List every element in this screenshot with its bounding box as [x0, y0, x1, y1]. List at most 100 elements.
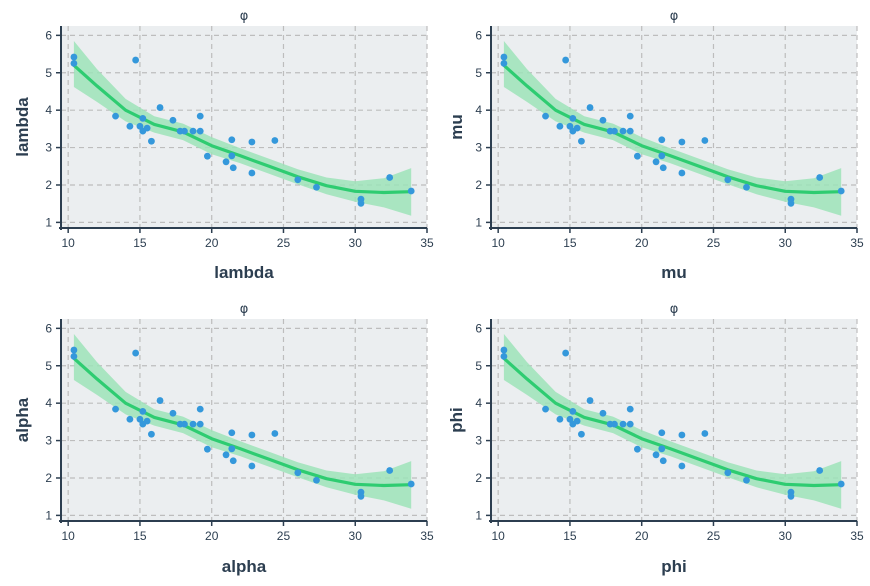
data-point — [569, 114, 577, 122]
data-point — [816, 174, 824, 181]
data-point — [70, 346, 78, 354]
y-tick-label: 5 — [475, 66, 482, 80]
data-point — [169, 116, 177, 124]
data-point — [626, 127, 634, 135]
data-point — [500, 53, 508, 61]
data-point — [248, 138, 256, 146]
data-point — [294, 176, 302, 184]
data-point — [678, 431, 686, 439]
y-axis-label: mu — [447, 114, 466, 140]
x-tick-label: 15 — [563, 236, 577, 250]
x-tick-label: 15 — [133, 529, 147, 543]
y-tick-label: 4 — [475, 103, 482, 117]
data-point — [386, 174, 394, 181]
confidence-band — [73, 41, 412, 216]
y-tick-label: 1 — [45, 215, 52, 229]
data-point — [112, 112, 119, 120]
x-tick-label: 10 — [61, 236, 75, 250]
x-tick-label: 25 — [707, 236, 721, 250]
data-point — [169, 409, 177, 417]
data-point — [132, 349, 140, 357]
data-point — [611, 127, 618, 135]
y-tick-label: 4 — [45, 396, 52, 410]
data-point — [228, 136, 236, 144]
data-point — [228, 152, 236, 160]
x-tick-label: 30 — [349, 236, 363, 250]
data-point — [573, 417, 581, 425]
data-point — [787, 199, 795, 207]
x-axis-label: alpha — [222, 557, 267, 576]
chart-title: φ — [240, 302, 249, 317]
data-point — [70, 53, 78, 61]
data-point — [228, 445, 236, 453]
x-tick-label: 35 — [850, 236, 864, 250]
y-axis-label: lambda — [13, 97, 32, 157]
x-axis-label: lambda — [214, 263, 274, 282]
data-point — [139, 407, 147, 415]
x-tick-label: 35 — [420, 529, 434, 543]
x-tick-label: 20 — [635, 529, 649, 543]
data-point — [222, 158, 230, 166]
data-point — [500, 353, 508, 360]
y-tick-label: 3 — [45, 141, 52, 155]
data-point — [132, 56, 140, 64]
data-point — [126, 415, 134, 423]
x-tick-label: 10 — [491, 529, 505, 543]
data-point — [204, 152, 211, 160]
y-tick-label: 1 — [45, 508, 52, 522]
x-tick-label: 25 — [707, 529, 721, 543]
data-point — [196, 112, 204, 120]
y-tick-label: 2 — [45, 178, 52, 192]
data-point — [189, 127, 197, 135]
chart-title: φ — [670, 9, 679, 24]
data-point — [578, 430, 585, 438]
data-point — [148, 137, 155, 145]
smooth-line — [72, 64, 412, 195]
x-tick-label: 35 — [850, 529, 864, 543]
data-point — [837, 480, 845, 488]
x-tick-label: 25 — [277, 529, 291, 543]
data-point — [599, 116, 607, 124]
data-point — [611, 420, 618, 428]
y-tick-label: 4 — [45, 103, 52, 117]
data-point — [658, 429, 666, 437]
data-point — [542, 112, 549, 120]
data-point — [724, 176, 732, 184]
chart-panel-3: 10 15 20 25 30 35 1 2 3 4 5 6 φ alpha alpha — [13, 302, 434, 576]
x-tick-label: 15 — [133, 236, 147, 250]
data-point — [569, 407, 577, 415]
y-tick-label: 5 — [45, 359, 52, 373]
y-tick-label: 6 — [475, 28, 482, 42]
data-point — [743, 476, 750, 484]
data-point — [357, 199, 365, 207]
data-point — [787, 492, 795, 500]
y-tick-label: 1 — [475, 508, 482, 522]
data-point — [271, 137, 279, 144]
data-point — [156, 104, 164, 111]
data-point — [816, 467, 824, 474]
x-tick-label: 10 — [61, 529, 75, 543]
data-point — [196, 405, 204, 413]
data-point — [586, 104, 594, 111]
data-point — [181, 127, 188, 135]
y-tick-label: 1 — [475, 215, 482, 229]
y-tick-label: 5 — [475, 359, 482, 373]
data-point — [294, 469, 302, 477]
data-point — [573, 124, 581, 132]
data-point — [112, 405, 119, 413]
data-point — [556, 415, 564, 423]
data-point — [228, 429, 236, 437]
data-point — [678, 138, 686, 146]
y-tick-label: 6 — [475, 321, 482, 335]
data-point — [678, 169, 686, 177]
data-point — [659, 164, 667, 172]
chart-title: φ — [670, 302, 679, 317]
data-point — [652, 451, 660, 459]
x-tick-label: 30 — [779, 236, 793, 250]
data-point — [143, 417, 151, 425]
data-point — [701, 137, 709, 144]
chart-panel-2: 10 15 20 25 30 35 1 2 3 4 5 6 φ mu mu — [447, 9, 864, 282]
data-point — [386, 467, 394, 474]
data-point — [556, 122, 564, 130]
